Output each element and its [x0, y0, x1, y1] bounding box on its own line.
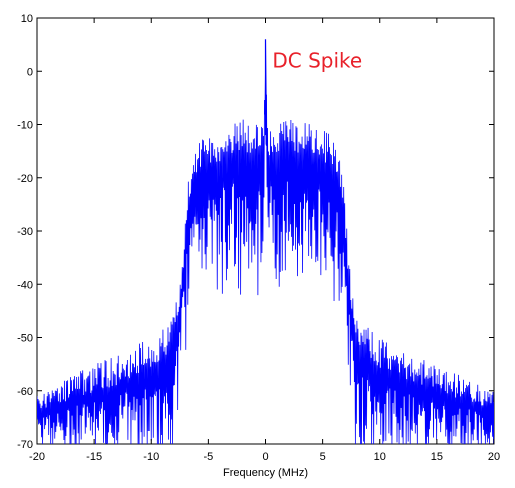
dc-spike-line	[264, 39, 268, 146]
x-tick-label: 0	[262, 451, 268, 463]
x-tick-label: -15	[86, 451, 102, 463]
dc-spike-annotation: DC Spike	[272, 49, 362, 73]
y-tick-label: -20	[17, 173, 33, 185]
x-tick-label: -20	[29, 451, 45, 463]
y-tick-label: -10	[17, 120, 33, 132]
x-tick-label: 15	[431, 451, 443, 463]
x-tick-label: 10	[374, 451, 386, 463]
series-layer	[37, 39, 494, 444]
y-tick-label: 0	[27, 66, 33, 78]
x-tick-label: 20	[488, 451, 500, 463]
tick-layer: -20 -15 -10 -5 0 5 10 15 20100-10-20-30-40-50-60…	[17, 13, 500, 463]
y-tick-label: -50	[17, 333, 33, 345]
x-tick-label: -10	[143, 451, 159, 463]
y-tick-label: -70	[17, 439, 33, 451]
y-tick-label: 10	[21, 13, 33, 25]
y-tick-label: -40	[17, 279, 33, 291]
y-tick-label: -30	[17, 226, 33, 238]
x-tick-label: -5	[203, 451, 213, 463]
x-tick-label: 5	[320, 451, 326, 463]
x-axis-label: Frequency (MHz)	[223, 467, 308, 479]
y-tick-label: -60	[17, 386, 33, 398]
